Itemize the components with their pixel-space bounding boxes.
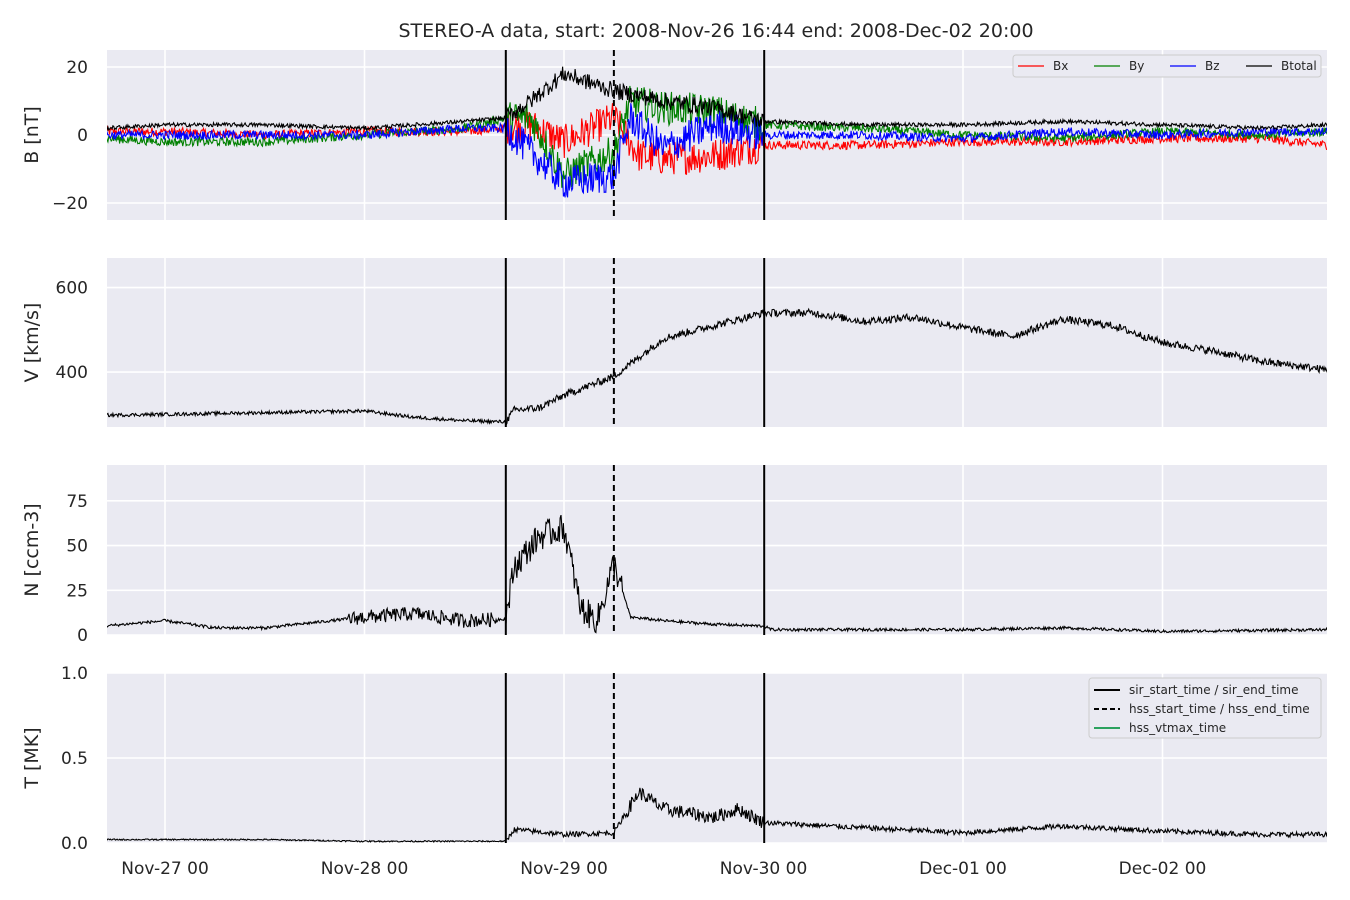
x-tick-label: Dec-01 00 [919, 859, 1007, 879]
legend-box [1012, 54, 1322, 78]
y-tick-label: 0 [77, 126, 88, 146]
y-axis-label: N [ccm-3] [21, 503, 43, 596]
legend-label: Bx [1053, 59, 1068, 73]
b-legend: Bx By Bz Btotal [1012, 54, 1322, 78]
panel-2: 600 400 V [km/s] [21, 258, 1327, 427]
series-btotal [107, 66, 1327, 132]
legend-label: Btotal [1281, 59, 1317, 73]
y-tick-label: 75 [66, 492, 88, 512]
panel-4: 1.0 0.5 0.0 T [MK] sir_start_time / sir_end_… [21, 664, 1327, 854]
y-tick-label: 50 [66, 537, 88, 557]
legend-label: sir_start_time / sir_end_time [1129, 683, 1299, 697]
y-axis-label: V [km/s] [21, 303, 43, 383]
series-bz [107, 103, 1327, 198]
y-tick-label: 600 [56, 279, 88, 299]
chart-title: STEREO-A data, start: 2008-Nov-26 16:44 … [398, 20, 1033, 42]
y-tick-label: 0 [77, 626, 88, 646]
x-tick-label: Nov-29 00 [520, 859, 608, 879]
series-line [107, 514, 1327, 634]
legend-label: By [1129, 59, 1144, 73]
y-tick-label: 25 [66, 581, 88, 601]
series-line [107, 787, 1327, 843]
x-tick-label: Nov-28 00 [321, 859, 409, 879]
legend-label: hss_start_time / hss_end_time [1129, 702, 1310, 716]
y-tick-label: −20 [52, 194, 88, 214]
plot-background [107, 258, 1327, 427]
legend-box [1088, 677, 1322, 739]
panel-1: 20 0 −20 B [nT] Bx By Bz Btotal [21, 50, 1327, 220]
y-axis-label: T [MK] [21, 727, 43, 789]
y-axis-label: B [nT] [21, 106, 43, 164]
legend-label: hss_vtmax_time [1129, 721, 1226, 735]
series-line [107, 307, 1327, 427]
x-tick-labels: Nov-27 00 Nov-28 00 Nov-29 00 Nov-30 00 Dec-… [121, 859, 1206, 879]
panel-3: 75 50 25 0 N [ccm-3] [21, 465, 1327, 646]
panels-group: 20 0 −20 B [nT] Bx By Bz Btotal 600 400 V [km/s] 75… [21, 50, 1327, 854]
event-legend: sir_start_time / sir_end_time hss_start_t… [1088, 677, 1322, 739]
y-tick-label: 20 [66, 58, 88, 78]
legend-label: Bz [1205, 59, 1220, 73]
plot-background [107, 465, 1327, 635]
x-tick-label: Nov-27 00 [121, 859, 209, 879]
series-bx [107, 103, 1327, 175]
x-tick-label: Nov-30 00 [720, 859, 808, 879]
y-tick-label: 400 [56, 363, 88, 383]
y-tick-label: 0.0 [61, 834, 88, 854]
y-tick-label: 1.0 [61, 664, 88, 684]
y-tick-label: 0.5 [61, 749, 88, 769]
x-tick-label: Dec-02 00 [1119, 859, 1207, 879]
